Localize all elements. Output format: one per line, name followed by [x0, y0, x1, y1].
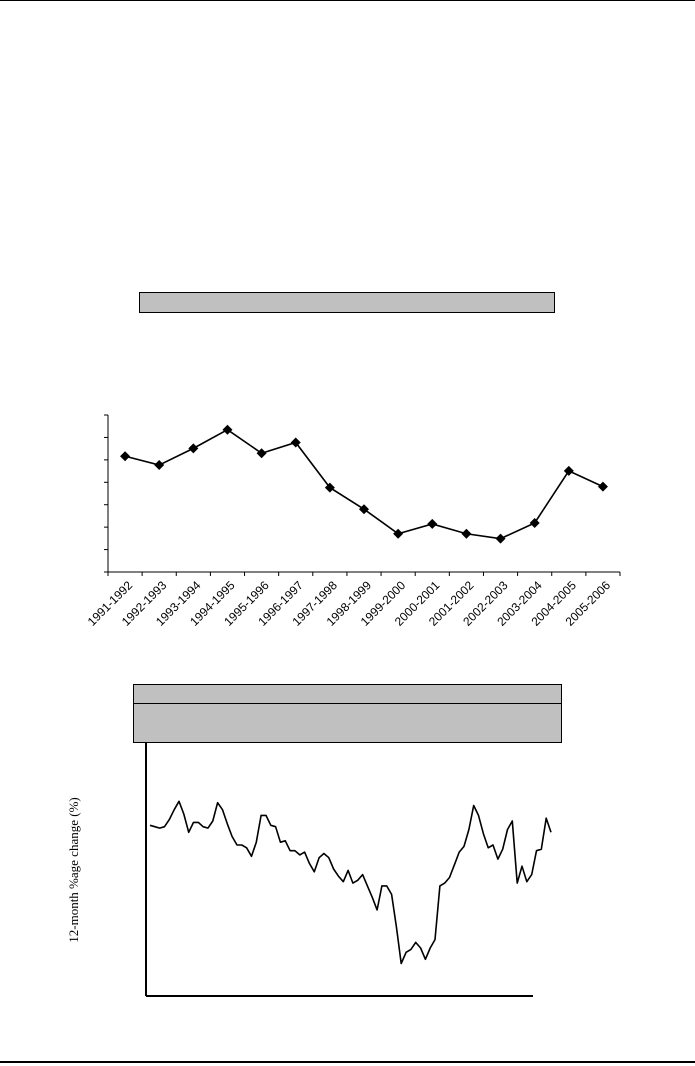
- chart1-point: [222, 424, 233, 435]
- bottom-rule: [0, 1061, 695, 1063]
- chart2-caption-box-bottom: [133, 703, 562, 743]
- top-rule: [0, 0, 695, 1]
- chart1-point: [188, 443, 199, 454]
- chart2-series-line: [149, 800, 552, 965]
- chart1-point: [495, 533, 506, 544]
- chart1-point: [529, 517, 540, 528]
- chart1-point: [290, 437, 301, 448]
- chart1-point: [359, 504, 369, 515]
- chart1-point: [597, 481, 608, 492]
- chart1-point: [563, 465, 574, 476]
- chart1-point: [324, 482, 335, 493]
- chart1-svg: 1991-19921992-19931993-19941994-19951995…: [85, 414, 621, 629]
- chart1-point: [393, 528, 404, 539]
- chart1-point: [461, 528, 472, 539]
- chart1-point: [256, 448, 267, 459]
- chart1-caption-box: [139, 292, 555, 313]
- chart1-point: [427, 518, 438, 529]
- chart1-point: [154, 460, 165, 471]
- chart1-point: [120, 451, 131, 462]
